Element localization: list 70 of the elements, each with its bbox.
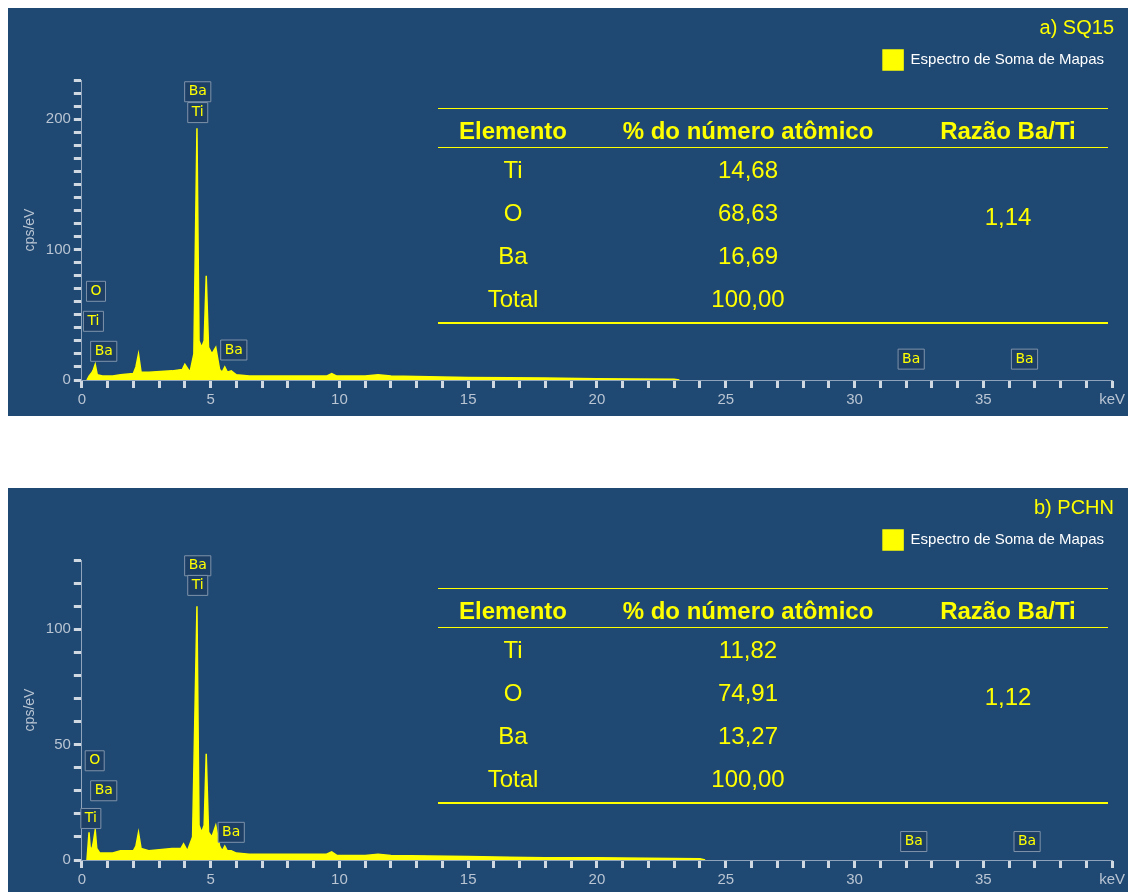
x-tick-label: 15 — [459, 390, 477, 408]
annotation: Ti — [502, 635, 524, 664]
annotation: Ba — [1017, 832, 1037, 849]
annotation: Ba — [904, 832, 923, 849]
annotation: 1,12 — [983, 683, 1033, 711]
annotation: Elemento — [458, 597, 568, 625]
annotation: 74,91 — [716, 678, 780, 707]
y-tick-label: 50 — [54, 734, 71, 752]
x-tick-label: 5 — [206, 390, 215, 408]
annotation: Elemento — [458, 117, 568, 145]
annotation: 1,14 — [983, 203, 1033, 231]
annotation: Ti — [190, 103, 204, 120]
annotation: % do número atômico — [621, 597, 875, 625]
chart-title: b) PCHN — [1033, 495, 1114, 518]
annotation: 14,68 — [716, 155, 780, 184]
chart-title: a) SQ15 — [1039, 15, 1114, 38]
x-tick-label: 0 — [77, 870, 86, 888]
x-tick-label: 5 — [206, 870, 215, 888]
annotation: Ba — [188, 556, 207, 573]
x-tick-label: 30 — [846, 870, 863, 888]
annotation: Total — [486, 764, 540, 793]
annotation: Ba — [902, 349, 921, 366]
legend-label: Espectro de Soma de Mapas — [910, 530, 1105, 548]
x-tick-label: 25 — [717, 390, 735, 408]
annotation: Ba — [188, 82, 207, 99]
y-axis-title: cps/eV — [21, 207, 38, 252]
x-tick-label: 15 — [459, 870, 477, 888]
annotation: Ba — [1015, 349, 1034, 366]
annotation: Ba — [497, 721, 529, 750]
x-tick-label: 25 — [717, 870, 735, 888]
annotation: Ba — [94, 781, 113, 798]
annotation: Total — [486, 284, 540, 313]
annotation: Ba — [222, 822, 241, 839]
legend-label: Espectro de Soma de Mapas — [910, 50, 1105, 68]
x-tick-label: 0 — [77, 390, 86, 408]
x-tick-label: 20 — [588, 870, 606, 888]
annotation: 68,63 — [716, 198, 780, 227]
annotation: Ti — [86, 311, 100, 328]
annotation: 100,00 — [710, 764, 786, 793]
x-tick-label: keV — [1099, 870, 1126, 888]
annotation: 11,82 — [717, 635, 779, 664]
annotation: 100,00 — [710, 284, 786, 313]
annotation: Razão Ba/Ti — [939, 117, 1077, 145]
x-tick-label: 20 — [588, 390, 606, 408]
x-tick-label: keV — [1099, 390, 1126, 408]
annotation: O — [90, 281, 102, 298]
x-tick-label: 30 — [846, 390, 863, 408]
annotation: O — [502, 678, 524, 707]
annotation: Ba — [94, 341, 113, 358]
x-tick-label: 10 — [331, 870, 348, 888]
annotation: % do número atômico — [621, 117, 875, 145]
annotation: Razão Ba/Ti — [939, 597, 1077, 625]
y-tick-label: 100 — [45, 619, 71, 637]
annotation: O — [502, 198, 524, 227]
x-tick-label: 35 — [974, 390, 992, 408]
annotation: Ti — [83, 809, 97, 826]
annotation: Ti — [502, 155, 524, 184]
annotation: 16,69 — [716, 241, 780, 270]
annotation: O — [89, 751, 101, 768]
x-tick-label: 35 — [974, 870, 992, 888]
y-tick-label: 0 — [62, 370, 71, 388]
y-tick-label: 200 — [45, 109, 71, 127]
y-tick-label: 0 — [62, 850, 71, 868]
y-axis-title: cps/eV — [21, 687, 38, 732]
annotation: Ti — [190, 576, 204, 593]
annotation: 13,27 — [716, 721, 780, 750]
annotation: Ba — [224, 340, 243, 357]
y-tick-label: 100 — [45, 239, 71, 257]
annotation: Ba — [497, 241, 529, 270]
x-tick-label: 10 — [331, 390, 348, 408]
